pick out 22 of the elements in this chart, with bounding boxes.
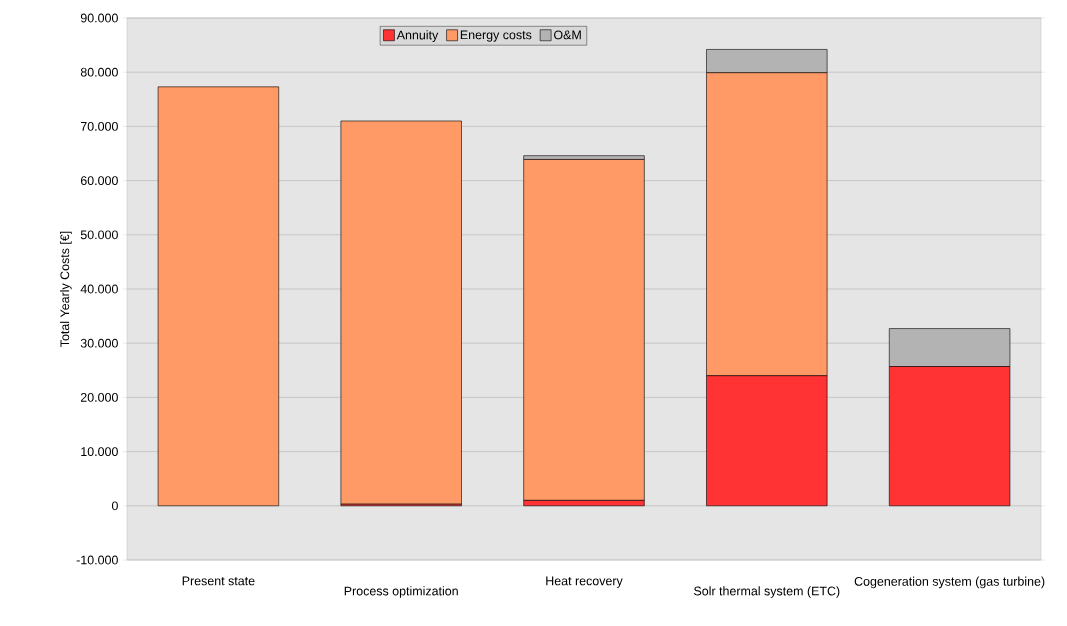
legend-label: O&M — [554, 30, 581, 40]
y-axis-title: Total Yearly Costs [€] — [60, 231, 72, 347]
legend-label: Energy costs — [460, 30, 532, 42]
y-tick-label: 40.000 — [80, 284, 118, 294]
x-tick-label: Solr thermal system (ETC) — [694, 586, 840, 598]
y-tick-label: 10.000 — [81, 447, 118, 457]
bar — [157, 86, 280, 507]
y-tick-label: 0 — [111, 501, 118, 511]
y-tick-label: 70.000 — [80, 121, 118, 131]
y-tick-label: 90.000 — [80, 13, 118, 23]
x-tick-label: Present state — [182, 576, 255, 586]
y-tick-label: 50.000 — [80, 230, 118, 240]
x-tick-label: Cogeneration system (gas turbine) — [854, 576, 1045, 589]
legend-label: Annuity — [396, 30, 439, 42]
x-tick-label: Heat recovery — [546, 576, 623, 588]
bar — [340, 120, 462, 505]
y-tick-label: -10.000 — [76, 555, 118, 565]
y-tick-label: 60.000 — [80, 176, 118, 185]
y-tick-label: 80.000 — [80, 67, 118, 77]
x-tick-label: Process optimization — [344, 586, 458, 598]
y-tick-label: 30.000 — [80, 338, 118, 348]
y-tick-label: 20.000 — [80, 393, 118, 402]
